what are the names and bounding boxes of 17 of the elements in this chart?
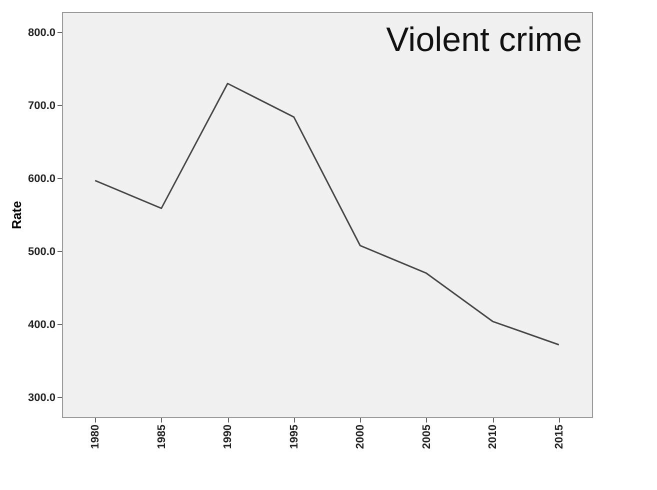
y-tick-label: 600.0	[28, 172, 56, 185]
chart-title: Violent crime	[386, 21, 582, 59]
x-tick-label: 1980	[90, 424, 102, 449]
x-tick-label: 1990	[222, 424, 234, 449]
line-series	[94, 82, 560, 346]
y-axis-title: Rate	[8, 200, 24, 230]
y-tick-label: 700.0	[28, 100, 56, 112]
y-tick-label: 300.0	[28, 392, 56, 404]
x-tick-label: 1985	[156, 424, 168, 449]
y-tick-label: 800.0	[28, 26, 56, 39]
y-tick-label: 400.0	[28, 318, 56, 331]
x-tick-label: 1995	[288, 424, 300, 449]
x-tick-label: 2005	[420, 424, 433, 449]
y-tick-label: 500.0	[28, 246, 56, 258]
x-tick-label: 2015	[553, 424, 566, 449]
x-tick-label: 2010	[487, 424, 500, 449]
x-tick-label: 2000	[354, 424, 367, 449]
